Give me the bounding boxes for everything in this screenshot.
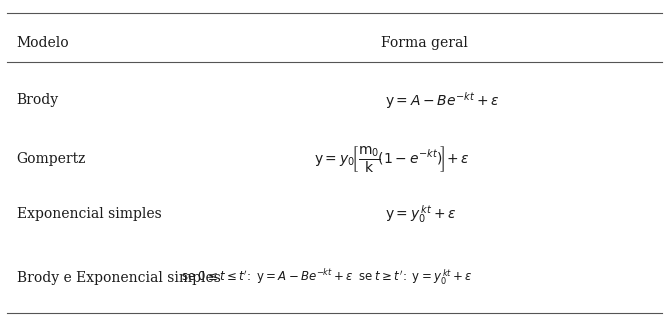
- Text: Forma geral: Forma geral: [381, 36, 468, 50]
- Text: Exponencial simples: Exponencial simples: [17, 207, 161, 221]
- Text: Brody e Exponencial simples: Brody e Exponencial simples: [17, 271, 221, 285]
- Text: Modelo: Modelo: [17, 36, 70, 50]
- Text: Brody: Brody: [17, 93, 59, 108]
- Text: $\mathrm{y} = y_0\!\left[\dfrac{\mathrm{m}_0}{\mathrm{k}}\!\left(1 - e^{-kt}\rig: $\mathrm{y} = y_0\!\left[\dfrac{\mathrm{…: [314, 145, 470, 174]
- Text: $\mathrm{se}\;0 \leq t \leq t'\!{:}\; \mathrm{y} = A - Be^{-kt} + \varepsilon\;\: $\mathrm{se}\;0 \leq t \leq t'\!{:}\; \m…: [181, 268, 472, 287]
- Text: $\mathrm{y} = A - Be^{-kt} + \varepsilon$: $\mathrm{y} = A - Be^{-kt} + \varepsilon…: [385, 90, 499, 111]
- Text: Gompertz: Gompertz: [17, 152, 86, 167]
- Text: $\mathrm{y} = y_0^{\,kt} + \varepsilon$: $\mathrm{y} = y_0^{\,kt} + \varepsilon$: [385, 203, 456, 225]
